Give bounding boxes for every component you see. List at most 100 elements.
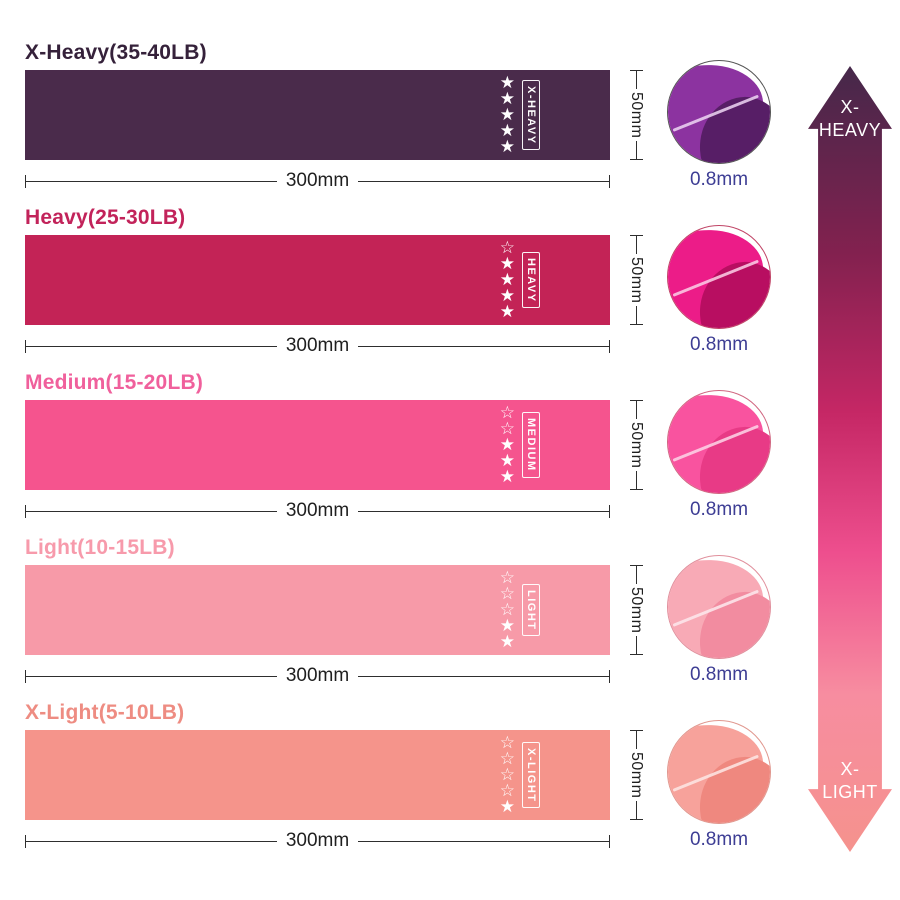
dimension-line	[26, 345, 277, 347]
band-fold-photo	[667, 60, 771, 164]
star-rating: ☆ ★ ★ ★ ★	[499, 238, 515, 321]
height-value: 50mm	[628, 421, 645, 469]
dimension-line	[358, 675, 610, 677]
band-graphic: ☆ ☆ ★ ★ ★ MEDIUM	[25, 400, 610, 490]
arrow-label-x-heavy: X- HEAVY	[818, 97, 882, 140]
width-value: 300mm	[285, 170, 350, 191]
width-dimension: 300mm	[25, 664, 611, 688]
dimension-line	[26, 180, 277, 182]
band-rating: ☆ ☆ ★ ★ ★ MEDIUM	[500, 404, 540, 485]
height-dimension: 50mm	[623, 730, 649, 821]
dimension-tick	[629, 70, 643, 71]
thickness-value: 0.8mm	[689, 499, 749, 520]
band-strength-label: MEDIUM	[522, 412, 540, 478]
band-strength-label: X-LIGHT	[522, 741, 540, 809]
band-fold-photo	[667, 555, 771, 659]
dimension-line	[358, 840, 610, 842]
dimension-tick	[629, 324, 643, 326]
dimension-tick	[629, 654, 643, 656]
dimension-tick	[629, 400, 643, 401]
band-graphic: ★ ★ ★ ★ ★ X-HEAVY	[25, 70, 610, 160]
dimension-tick	[629, 819, 643, 821]
band-fold-photo	[667, 225, 771, 329]
height-value: 50mm	[628, 256, 645, 304]
star-rating: ★ ★ ★ ★ ★	[499, 73, 515, 156]
dimension-line	[635, 141, 637, 160]
band-fold-photo	[667, 720, 771, 824]
dimension-line	[635, 401, 637, 419]
thickness-swatch: 0.8mm	[663, 720, 775, 851]
band-graphic: ☆ ★ ★ ★ ★ HEAVY	[25, 235, 610, 325]
band-graphic: ☆ ☆ ☆ ☆ ★ X-LIGHT	[25, 730, 610, 820]
dimension-line	[358, 180, 610, 182]
thickness-swatch: 0.8mm	[663, 390, 775, 521]
dimension-tick	[629, 489, 643, 491]
band-graphic: ☆ ☆ ☆ ★ ★ LIGHT	[25, 565, 610, 655]
height-dimension: 50mm	[623, 70, 649, 161]
dimension-tick	[25, 504, 26, 518]
dimension-line	[635, 566, 637, 584]
dimension-tick	[629, 565, 643, 566]
width-dimension: 300mm	[25, 169, 611, 193]
width-dimension: 300mm	[25, 829, 611, 853]
height-dimension: 50mm	[623, 400, 649, 491]
dimension-line	[635, 801, 637, 820]
product-title: Light(10-15LB)	[25, 536, 175, 559]
thickness-swatch: 0.8mm	[663, 555, 775, 686]
band-fold-photo	[667, 390, 771, 494]
dimension-tick	[629, 159, 643, 161]
thickness-value: 0.8mm	[689, 829, 749, 850]
dimension-line	[635, 731, 637, 749]
dimension-tick	[609, 504, 611, 518]
band-strength-label: LIGHT	[522, 583, 540, 637]
band-strength-label: HEAVY	[522, 251, 540, 309]
product-title: Medium(15-20LB)	[25, 371, 204, 394]
thickness-value: 0.8mm	[689, 334, 749, 355]
width-value: 300mm	[285, 335, 350, 356]
product-title: X-Heavy(35-40LB)	[25, 41, 207, 64]
dimension-line	[635, 306, 637, 325]
arrow-label-x-light: X- LIGHT	[822, 759, 878, 802]
dimension-line	[358, 510, 610, 512]
star-rating: ☆ ☆ ☆ ★ ★	[499, 568, 515, 651]
product-row-heavy: Heavy(25-30LB) ☆ ★ ★ ★ ★ HEAVY 300mm 50m…	[25, 205, 775, 359]
width-dimension: 300mm	[25, 499, 611, 523]
width-dimension: 300mm	[25, 334, 611, 358]
dimension-line	[635, 236, 637, 254]
product-row-medium: Medium(15-20LB) ☆ ☆ ★ ★ ★ MEDIUM 300mm 5…	[25, 370, 775, 524]
thickness-swatch: 0.8mm	[663, 60, 775, 191]
dimension-tick	[609, 174, 611, 188]
dimension-tick	[609, 834, 611, 848]
star-rating: ☆ ☆ ☆ ☆ ★	[499, 733, 515, 816]
dimension-tick	[25, 669, 26, 683]
dimension-line	[635, 636, 637, 655]
dimension-tick	[25, 834, 26, 848]
product-row-light: Light(10-15LB) ☆ ☆ ☆ ★ ★ LIGHT 300mm 50m…	[25, 535, 775, 689]
thickness-value: 0.8mm	[689, 664, 749, 685]
product-row-x-light: X-Light(5-10LB) ☆ ☆ ☆ ☆ ★ X-LIGHT 300mm …	[25, 700, 775, 854]
dimension-tick	[629, 235, 643, 236]
thickness-swatch: 0.8mm	[663, 225, 775, 356]
dimension-line	[635, 471, 637, 490]
band-rating: ☆ ★ ★ ★ ★ HEAVY	[499, 238, 540, 321]
product-row-x-heavy: X-Heavy(35-40LB) ★ ★ ★ ★ ★ X-HEAVY 300mm…	[25, 40, 775, 194]
thickness-value: 0.8mm	[689, 169, 749, 190]
dimension-tick	[609, 669, 611, 683]
product-rows: X-Heavy(35-40LB) ★ ★ ★ ★ ★ X-HEAVY 300mm…	[25, 40, 775, 865]
dimension-line	[358, 345, 610, 347]
dimension-line	[635, 71, 637, 89]
strength-gradient-arrow: X- HEAVY X- LIGHT	[808, 66, 892, 852]
band-rating: ★ ★ ★ ★ ★ X-HEAVY	[499, 73, 540, 156]
band-rating: ☆ ☆ ☆ ★ ★ LIGHT	[499, 568, 540, 651]
band-strength-label: X-HEAVY	[522, 79, 540, 151]
dimension-tick	[25, 174, 26, 188]
dimension-line	[26, 675, 277, 677]
dimension-line	[26, 840, 277, 842]
band-rating: ☆ ☆ ☆ ☆ ★ X-LIGHT	[499, 733, 540, 816]
product-title: Heavy(25-30LB)	[25, 206, 186, 229]
height-dimension: 50mm	[623, 235, 649, 326]
dimension-line	[26, 510, 277, 512]
dimension-tick	[25, 339, 26, 353]
height-value: 50mm	[628, 586, 645, 634]
